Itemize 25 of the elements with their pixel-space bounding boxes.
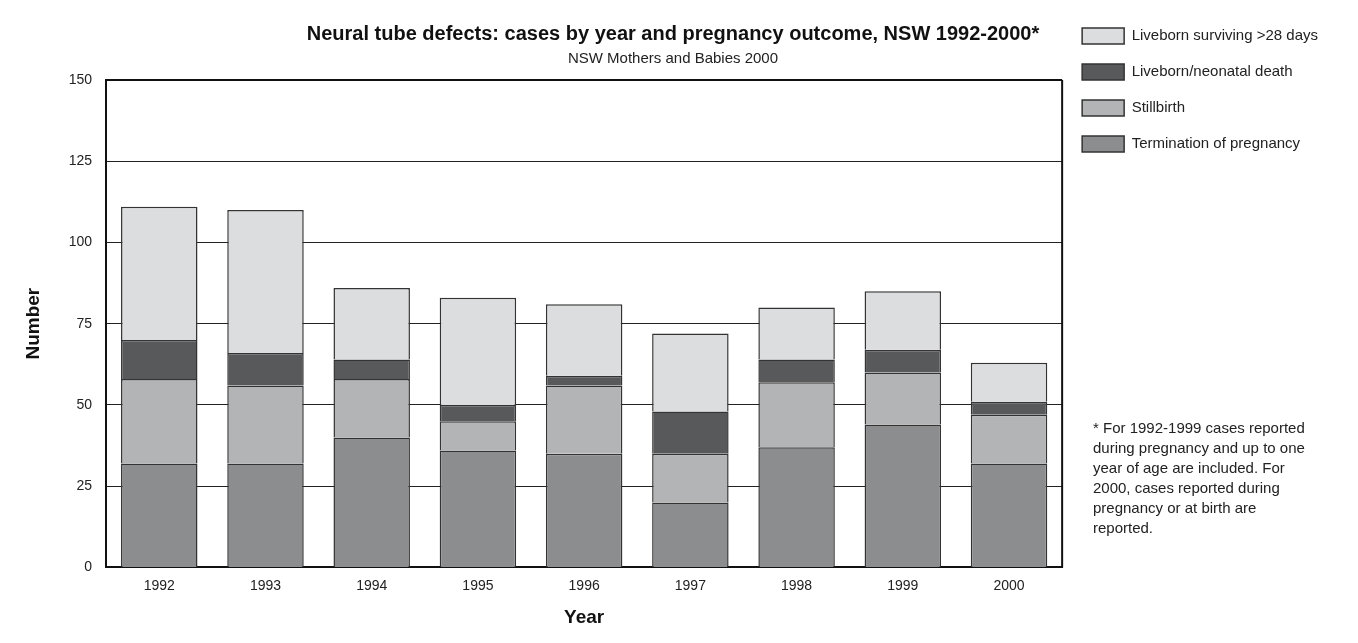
x-tick-label: 1992: [143, 576, 176, 593]
x-tick-label: 1995: [462, 576, 494, 593]
text: * For 1992-1999 cases reported during pregnancy and up to one year of age are included. For 2000, cases reported during pregnancy or at birth are reported.: [1093, 418, 1306, 538]
x-tick-label: 1994: [356, 576, 388, 593]
chart-subtitle: NSW Mothers and Babies 2000: [567, 49, 779, 67]
y-tick-label: 150: [68, 70, 93, 87]
x-tick-label: 1999: [887, 576, 919, 593]
y-axis-title: Number: [21, 287, 43, 360]
y-tick-label: 50: [76, 395, 93, 412]
x-tick-label: 1993: [249, 576, 282, 593]
y-tick-label: 0: [84, 558, 93, 575]
y-tick-label: 25: [76, 477, 93, 494]
x-tick-label: 1998: [781, 576, 813, 593]
x-tick-label: 2000: [993, 576, 1025, 593]
x-tick-label: 1997: [674, 576, 707, 593]
legend-label: Termination of pregnancy: [1131, 134, 1301, 152]
x-axis-title: Year: [564, 605, 605, 627]
legend-label: Stillbirth: [1131, 98, 1185, 116]
legend-label: Liveborn surviving >28 days: [1131, 26, 1318, 44]
y-tick-label: 100: [68, 233, 93, 250]
y-tick-label: 75: [76, 314, 93, 331]
y-tick-label: 125: [68, 152, 93, 169]
chart-title: Neural tube defects: cases by year and pregnancy outcome, NSW 1992-2000*: [306, 21, 1040, 44]
x-tick-label: 1996: [568, 576, 600, 593]
legend-label: Liveborn/neonatal death: [1131, 62, 1293, 80]
